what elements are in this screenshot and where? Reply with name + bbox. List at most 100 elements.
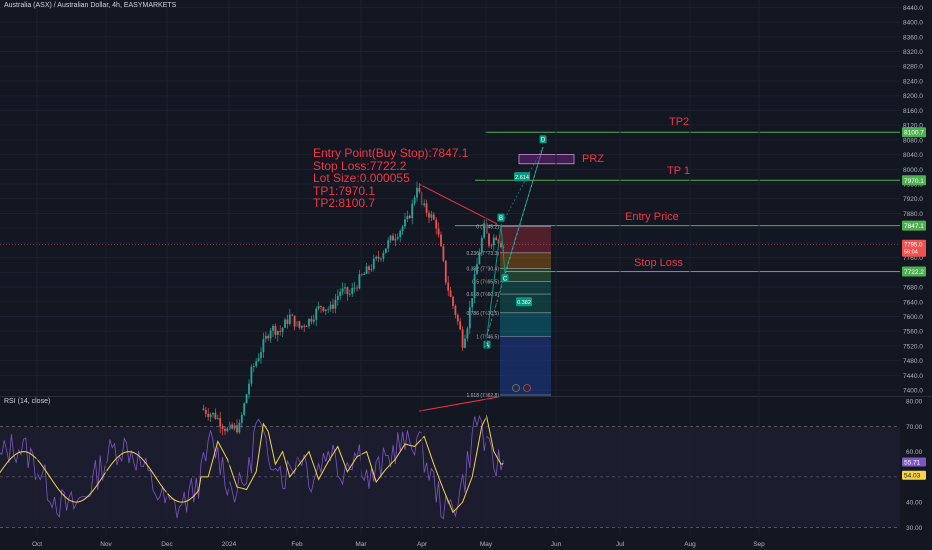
trade-note-entry: Entry Point(Buy Stop):7847.1 [313,146,469,160]
price-tick-label: 7920.0 [903,196,923,203]
price-tick-label: 7760.0 [903,255,923,262]
candle-body [274,325,277,335]
settings-icon [512,384,520,392]
candle-body [447,282,450,291]
price-tick-label: 7440.0 [903,373,923,380]
level-price-text: 7722.2 [904,269,924,276]
stop-loss-label: Stop Loss [634,257,683,269]
trade-note-tp2: TP2:8100.7 [313,196,376,211]
candle-body [476,264,478,275]
last-price-tag [902,239,926,257]
rsi-ma-text: 54.03 [904,473,921,480]
candle-body [495,237,498,241]
candle-body [286,319,289,325]
candle-body [480,237,483,253]
candle-body [264,335,267,339]
candle-body [459,321,462,330]
harmonic-ratio-label: 2.614 [515,175,529,181]
candle-body [322,307,325,311]
candle-body [432,214,435,220]
level-price-text: 8100.7 [904,130,924,137]
harmonic-point-tag [497,213,505,222]
candle-body [257,358,260,362]
candle-body [224,428,226,432]
fib-level-label: 0 (7845.2) [476,224,499,230]
harmonic-point-tag [539,135,547,144]
price-tick-label: 8120.0 [903,123,923,130]
last-price-text: 7795.0 [904,243,923,249]
candle-body [370,268,373,270]
harmonic-ratio-tag [514,172,530,182]
candle-body [214,412,217,419]
candle-body [492,237,495,246]
candle-body [454,305,457,315]
price-divergence-line [418,183,498,225]
trade-note-stop: Stop Loss:7722.2 [313,158,407,173]
time-tick-label: Oct [32,541,42,548]
candle-body [293,315,296,327]
price-tick-label: 8040.0 [903,152,923,159]
candle-body [269,330,272,339]
candle-body [423,203,426,206]
candle-body [281,327,284,332]
candle-body [382,253,385,259]
candle-body [207,413,210,417]
harmonic-ratio-line [500,147,544,226]
price-tick-label: 8240.0 [903,78,923,85]
candle-body [219,418,222,427]
candle-body [236,425,238,433]
candle-body [332,304,334,309]
candle-body [387,240,390,249]
price-tick-label: 7560.0 [903,329,923,336]
candle-body [252,366,255,368]
level-price-tag [902,175,926,186]
candle-body [435,219,438,229]
level-price-tag [902,266,926,277]
harmonic-point-tag [483,340,491,349]
price-tick-label: 8360.0 [903,34,923,41]
candle-body [353,287,356,289]
candle-body [250,366,253,384]
harmonic-point-label: A [485,343,489,349]
candle-body [240,414,243,423]
fib-level-label: 0.786 (7610.5) [466,311,499,317]
candle-body [384,248,387,254]
candle-body [437,228,440,235]
price-tick-label: 8080.0 [903,137,923,144]
price-tick-label: 7600.0 [903,314,923,321]
fib-level-label: 0.236 (7773.3) [466,251,499,257]
fib-zone [500,312,551,337]
candle-body [404,219,406,227]
countdown-text: 56:04 [904,250,918,256]
candle-body [360,274,363,276]
price-tick-label: 7640.0 [903,299,923,306]
fib-zone [500,226,551,253]
candle-body [473,274,476,299]
price-tick-label: 7400.0 [903,388,923,395]
pane-separator [0,396,932,397]
price-tick-label: 8440.0 [903,5,923,12]
candle-body [368,266,370,270]
candle-body [291,314,294,316]
candle-body [440,234,442,247]
candle-body [456,314,459,322]
time-tick-label: Feb [291,541,303,548]
candle-body [317,306,320,309]
candle-body [418,187,421,192]
candle-body [502,247,505,248]
candle-body [464,338,466,348]
candle-body [488,233,490,246]
candle-body [408,215,411,219]
trade-note: Entry Point(Buy Stop):7847.1 Stop Loss:7… [313,147,468,210]
level-price-text: 7970.1 [904,178,924,185]
rsi-divergence-line [418,396,498,412]
rsi-indicator-title: RSI (14, close) [4,398,51,405]
rsi-value-tag [902,457,926,467]
trade-note-lot: Lot Size:0.000055 [313,171,410,186]
time-tick-label: Mar [355,541,367,548]
candle-body [233,425,236,429]
harmonic-leg [486,225,502,336]
rsi-value-text: 55.71 [904,459,921,466]
candle-body [425,203,428,213]
